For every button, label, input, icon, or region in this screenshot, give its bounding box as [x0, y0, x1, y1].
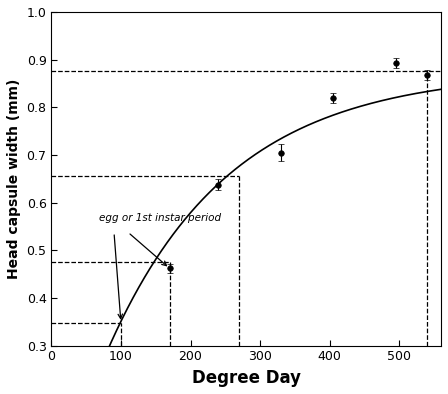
Text: egg or 1st instar period: egg or 1st instar period — [99, 213, 221, 223]
Y-axis label: Head capsule width (mm): Head capsule width (mm) — [7, 79, 21, 279]
X-axis label: Degree Day: Degree Day — [192, 369, 301, 387]
